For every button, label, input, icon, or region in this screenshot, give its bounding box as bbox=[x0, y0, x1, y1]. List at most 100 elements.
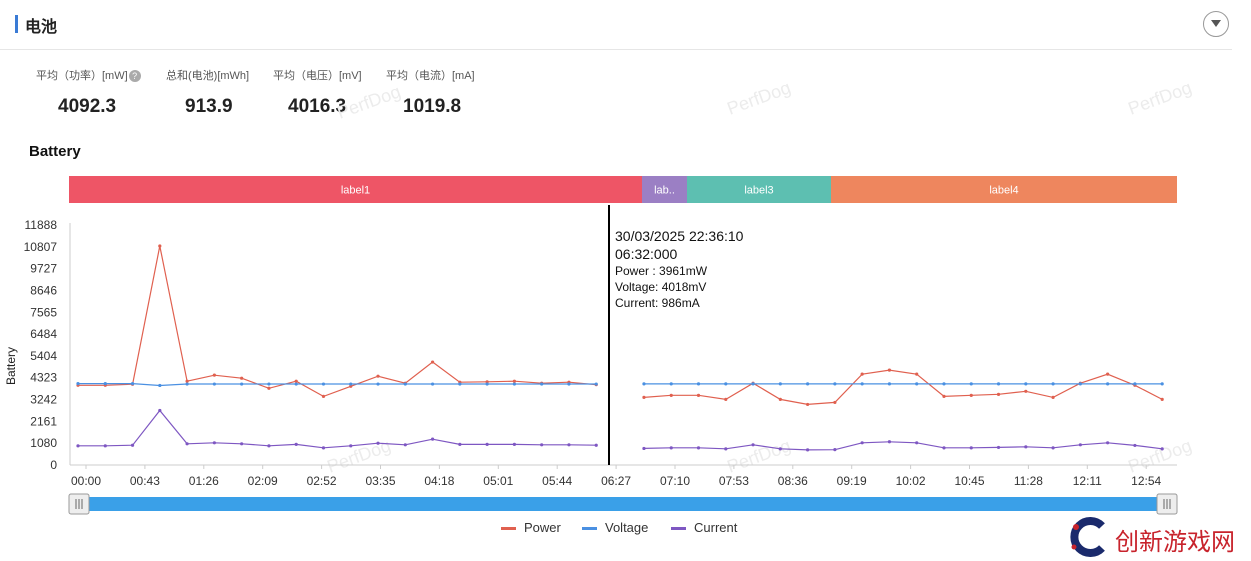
series-line-current[interactable] bbox=[643, 441, 1163, 451]
data-point-power[interactable] bbox=[485, 380, 489, 384]
data-point-voltage[interactable] bbox=[996, 382, 1001, 386]
data-point-power[interactable] bbox=[267, 386, 271, 390]
data-point-current[interactable] bbox=[996, 445, 1001, 450]
label-band[interactable] bbox=[642, 176, 687, 203]
data-point-current[interactable] bbox=[1024, 445, 1028, 449]
data-point-current[interactable] bbox=[76, 444, 80, 448]
data-point-voltage[interactable] bbox=[321, 382, 326, 386]
data-point-power[interactable] bbox=[915, 372, 919, 376]
series-line-power[interactable] bbox=[78, 245, 597, 398]
data-point-current[interactable] bbox=[860, 441, 864, 445]
data-point-current[interactable] bbox=[512, 442, 517, 447]
data-point-power[interactable] bbox=[512, 379, 517, 383]
data-point-power[interactable] bbox=[860, 372, 864, 376]
data-point-power[interactable] bbox=[696, 393, 701, 397]
data-point-current[interactable] bbox=[485, 442, 489, 447]
data-point-voltage[interactable] bbox=[130, 382, 135, 386]
data-point-current[interactable] bbox=[458, 442, 462, 447]
data-point-voltage[interactable] bbox=[512, 382, 517, 386]
data-point-current[interactable] bbox=[887, 440, 892, 444]
data-point-current[interactable] bbox=[1106, 441, 1110, 445]
data-point-current[interactable] bbox=[1051, 446, 1055, 450]
data-point-power[interactable] bbox=[724, 397, 728, 401]
data-point-current[interactable] bbox=[349, 444, 353, 448]
data-point-current[interactable] bbox=[267, 444, 271, 448]
series-line-power[interactable] bbox=[643, 369, 1163, 406]
data-point-current[interactable] bbox=[103, 444, 107, 448]
data-point-current[interactable] bbox=[158, 408, 162, 413]
data-point-voltage[interactable] bbox=[403, 382, 407, 386]
help-icon[interactable]: ? bbox=[128, 70, 141, 83]
data-point-current[interactable] bbox=[642, 446, 646, 451]
data-point-power[interactable] bbox=[430, 360, 435, 364]
data-point-voltage[interactable] bbox=[567, 382, 571, 386]
data-point-power[interactable] bbox=[185, 379, 189, 383]
data-point-power[interactable] bbox=[942, 394, 946, 398]
data-point-voltage[interactable] bbox=[376, 382, 380, 386]
data-point-current[interactable] bbox=[567, 443, 571, 447]
data-point-voltage[interactable] bbox=[540, 382, 544, 386]
data-point-current[interactable] bbox=[915, 441, 919, 445]
data-point-power[interactable] bbox=[1106, 372, 1110, 376]
data-point-voltage[interactable] bbox=[430, 382, 435, 386]
data-point-current[interactable] bbox=[778, 447, 782, 451]
data-point-power[interactable] bbox=[294, 379, 298, 383]
data-point-power[interactable] bbox=[669, 393, 673, 397]
data-point-voltage[interactable] bbox=[458, 382, 462, 386]
data-point-voltage[interactable] bbox=[1106, 382, 1110, 386]
label-band[interactable] bbox=[69, 176, 642, 203]
data-point-voltage[interactable] bbox=[594, 382, 598, 386]
data-point-voltage[interactable] bbox=[696, 382, 701, 386]
data-point-current[interactable] bbox=[751, 443, 755, 447]
range-slider-track[interactable] bbox=[70, 497, 1177, 511]
legend-voltage[interactable]: Voltage bbox=[582, 520, 648, 535]
data-point-voltage[interactable] bbox=[76, 382, 80, 386]
legend-power[interactable]: Power bbox=[501, 520, 561, 535]
data-point-power[interactable] bbox=[240, 376, 244, 380]
data-point-current[interactable] bbox=[185, 442, 189, 446]
data-point-current[interactable] bbox=[403, 443, 407, 447]
data-point-voltage[interactable] bbox=[669, 382, 673, 386]
data-point-voltage[interactable] bbox=[294, 382, 298, 386]
data-point-power[interactable] bbox=[887, 368, 892, 372]
data-point-power[interactable] bbox=[158, 244, 162, 248]
data-point-current[interactable] bbox=[240, 442, 244, 446]
data-point-voltage[interactable] bbox=[751, 382, 755, 386]
data-point-power[interactable] bbox=[1024, 389, 1028, 393]
data-point-voltage[interactable] bbox=[915, 382, 919, 386]
data-point-power[interactable] bbox=[376, 374, 380, 378]
data-point-voltage[interactable] bbox=[778, 382, 782, 386]
data-point-voltage[interactable] bbox=[1024, 382, 1028, 386]
data-point-current[interactable] bbox=[724, 447, 728, 451]
data-point-voltage[interactable] bbox=[1133, 382, 1137, 386]
data-point-current[interactable] bbox=[942, 446, 946, 450]
data-point-voltage[interactable] bbox=[158, 383, 162, 388]
data-point-voltage[interactable] bbox=[1051, 382, 1055, 386]
data-point-current[interactable] bbox=[212, 441, 216, 445]
data-point-current[interactable] bbox=[833, 448, 837, 452]
data-point-power[interactable] bbox=[1160, 397, 1164, 401]
data-point-voltage[interactable] bbox=[185, 382, 189, 386]
legend-current[interactable]: Current bbox=[671, 520, 737, 535]
data-point-current[interactable] bbox=[430, 437, 435, 441]
data-point-voltage[interactable] bbox=[1078, 382, 1082, 386]
data-point-current[interactable] bbox=[594, 443, 598, 447]
data-point-power[interactable] bbox=[833, 400, 837, 405]
label-band[interactable] bbox=[687, 176, 831, 203]
data-point-current[interactable] bbox=[376, 441, 380, 445]
data-point-power[interactable] bbox=[212, 373, 216, 377]
data-point-power[interactable] bbox=[996, 392, 1001, 396]
battery-chart[interactable]: label1 lab.. label3 label4 0 1080 2161 3242 432… bbox=[0, 170, 1251, 515]
data-point-voltage[interactable] bbox=[267, 382, 271, 386]
data-point-current[interactable] bbox=[1133, 443, 1137, 448]
data-point-current[interactable] bbox=[130, 443, 135, 447]
data-point-current[interactable] bbox=[669, 446, 673, 450]
data-point-voltage[interactable] bbox=[642, 382, 646, 386]
data-point-power[interactable] bbox=[321, 394, 326, 398]
data-point-voltage[interactable] bbox=[103, 382, 107, 386]
data-point-voltage[interactable] bbox=[860, 382, 864, 386]
data-point-voltage[interactable] bbox=[349, 382, 353, 386]
data-point-current[interactable] bbox=[294, 442, 298, 447]
data-point-voltage[interactable] bbox=[1160, 382, 1164, 386]
data-point-power[interactable] bbox=[642, 395, 646, 399]
